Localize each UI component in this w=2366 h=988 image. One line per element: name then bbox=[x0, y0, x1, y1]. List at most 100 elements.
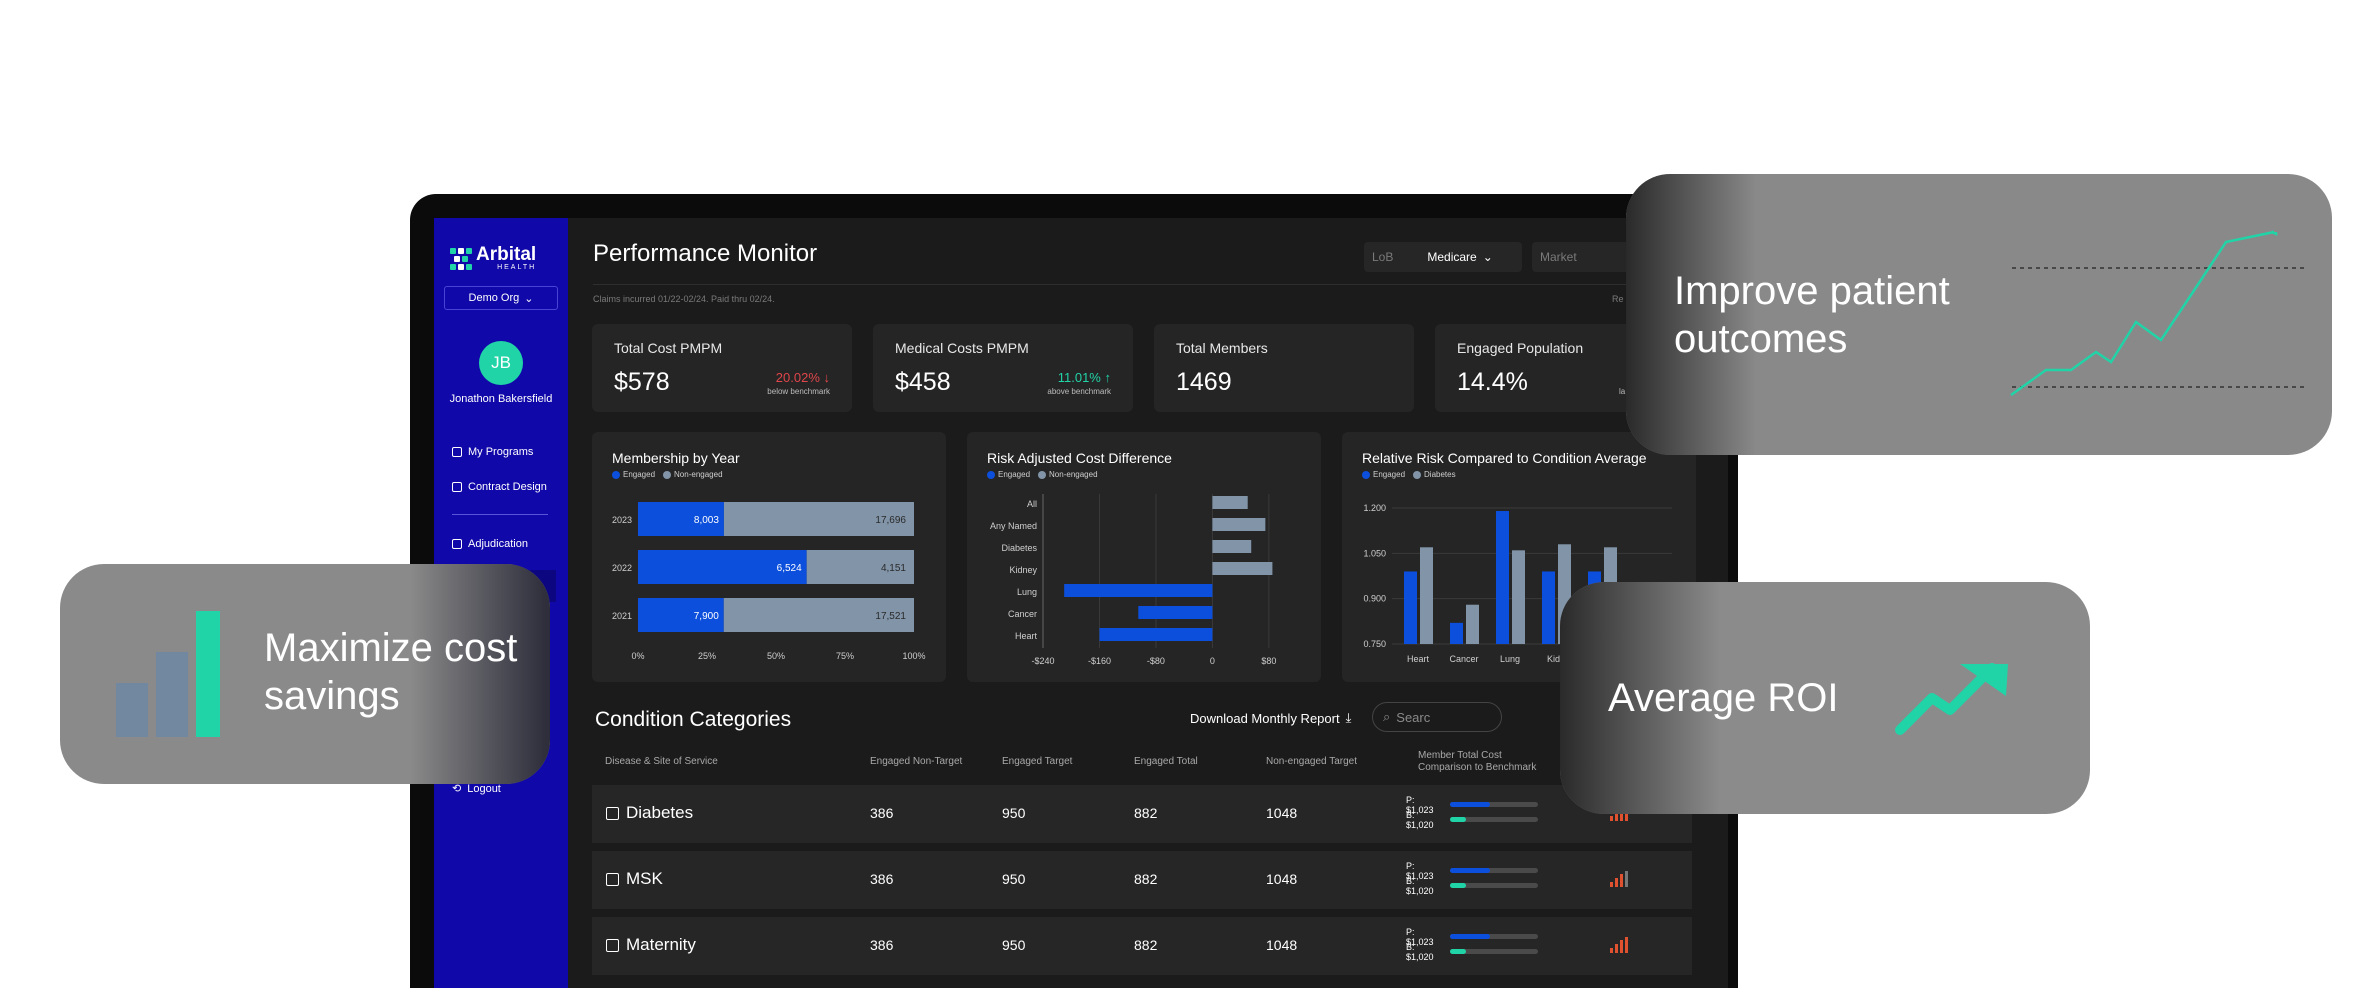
kpi-label: Total Members bbox=[1176, 340, 1268, 356]
kpi-card-medical-costs: Medical Costs PMPM $458 11.01% ↑ above b… bbox=[873, 324, 1133, 412]
column-header[interactable]: Comparison to Benchmark bbox=[1418, 762, 1537, 773]
table-cell: 950 bbox=[1002, 937, 1026, 953]
kpi-value: 14.4% bbox=[1457, 368, 1528, 396]
card-improve-outcomes: Improve patient outcomes bbox=[1626, 174, 2332, 455]
legend-item: Non-engaged bbox=[663, 470, 723, 479]
y-tick-label: Cancer bbox=[1008, 609, 1037, 619]
lob-placeholder: LoB bbox=[1372, 250, 1394, 264]
condition-name[interactable]: MSK bbox=[626, 869, 663, 888]
condition-name[interactable]: Diabetes bbox=[626, 803, 694, 822]
kpi-label: Engaged Population bbox=[1457, 340, 1584, 356]
table-cell: 882 bbox=[1134, 871, 1158, 887]
logo-name: Arbital bbox=[476, 244, 537, 265]
kpi-delta-note: above benchmark bbox=[1047, 387, 1111, 396]
download-report-button[interactable]: Download Monthly Report ⤓ bbox=[1190, 710, 1351, 726]
kpi-label: Medical Costs PMPM bbox=[895, 340, 1029, 356]
arrow-up-icon: ↑ bbox=[1104, 370, 1112, 385]
x-tick-label: Lung bbox=[1500, 654, 1520, 664]
row-checkbox[interactable] bbox=[606, 939, 619, 952]
y-tick-label: 2022 bbox=[612, 563, 632, 573]
avatar[interactable]: JB bbox=[479, 341, 523, 385]
page-title: Performance Monitor bbox=[593, 240, 818, 267]
progress-bar-b bbox=[1450, 883, 1466, 888]
data-label: 4,151 bbox=[881, 563, 906, 574]
logo-mark-icon bbox=[450, 247, 472, 270]
column-header[interactable]: Engaged Total bbox=[1134, 756, 1198, 767]
chevron-down-icon: ⌄ bbox=[524, 292, 534, 305]
table-cell: 386 bbox=[870, 805, 894, 821]
divider bbox=[593, 284, 1728, 285]
table-cell: 1048 bbox=[1266, 937, 1298, 953]
bar-engaged bbox=[1450, 622, 1463, 644]
risk-cost-chart-svg: All Any Named Diabetes Kidney Lung Cancer Hear… bbox=[990, 494, 1276, 666]
kpi-delta-note: below benchmark bbox=[767, 387, 830, 396]
column-header[interactable]: Disease & Site of Service bbox=[605, 756, 718, 767]
table-cell: 386 bbox=[870, 871, 894, 887]
column-header[interactable]: Engaged Target bbox=[1002, 756, 1073, 767]
nav-item-my-programs[interactable]: My Programs bbox=[452, 446, 533, 458]
card-title: Maximize cost savings bbox=[264, 626, 518, 718]
card-title: Improve patient outcomes bbox=[1674, 269, 1950, 361]
table-cell: 1048 bbox=[1266, 871, 1298, 887]
y-tick-label: 1.200 bbox=[1363, 503, 1386, 513]
nav-divider bbox=[452, 514, 548, 515]
org-select[interactable]: Demo Org ⌄ bbox=[444, 286, 558, 310]
bar-non-engaged bbox=[723, 502, 914, 536]
x-tick-label: 50% bbox=[767, 651, 785, 661]
benchmark-p-label: P: $1,023 bbox=[1406, 926, 1434, 947]
nav-item-logout[interactable]: ⟲ Logout bbox=[452, 782, 501, 796]
logout-icon: ⟲ bbox=[452, 783, 462, 795]
nav-item-contract-design[interactable]: Contract Design bbox=[452, 481, 547, 493]
kpi-value: 1469 bbox=[1176, 368, 1232, 396]
row-checkbox[interactable] bbox=[606, 873, 619, 886]
kpi-label: Total Cost PMPM bbox=[614, 340, 723, 356]
table-row[interactable]: Diabetes 386 950 882 1048 P: $1,023 B: $1,02… bbox=[592, 785, 1692, 843]
y-tick-label: Diabetes bbox=[1001, 543, 1037, 553]
lob-filter[interactable]: LoB Medicare ⌄ bbox=[1364, 242, 1522, 272]
nav-item-adjudication[interactable]: Adjudication bbox=[452, 538, 528, 550]
y-tick-label: All bbox=[1027, 499, 1037, 509]
chevron-down-icon: ⌄ bbox=[1482, 250, 1493, 264]
x-tick-label: Kidn bbox=[1547, 654, 1565, 664]
column-header[interactable]: Engaged Non-Target bbox=[870, 756, 963, 767]
nav-label: My Programs bbox=[468, 446, 534, 458]
condition-name[interactable]: Maternity bbox=[626, 935, 696, 954]
kpi-delta: 20.02% ↓ bbox=[775, 370, 830, 385]
progress-bar-b bbox=[1450, 817, 1466, 822]
column-header[interactable]: Non-engaged Target bbox=[1266, 756, 1357, 767]
benchmark-b-label: B: $1,020 bbox=[1406, 941, 1434, 962]
data-label: 6,524 bbox=[777, 563, 802, 574]
search-input[interactable]: ⌕ Searc bbox=[1372, 702, 1502, 732]
bar-engaged bbox=[638, 550, 807, 584]
legend-item: Engaged bbox=[612, 470, 655, 479]
main-content: Performance Monitor Claims incurred 01/2… bbox=[568, 218, 1728, 988]
x-tick-label: Cancer bbox=[1449, 654, 1478, 664]
bar-non-engaged bbox=[1212, 540, 1252, 553]
y-tick-label: Lung bbox=[1017, 587, 1037, 597]
benchmark-p-label: P: $1,023 bbox=[1406, 794, 1434, 815]
benchmark-b-label: B: $1,020 bbox=[1406, 809, 1434, 830]
y-tick-label: 1.050 bbox=[1363, 548, 1386, 558]
chart-legend: Engaged Diabetes bbox=[1362, 470, 1456, 479]
row-checkbox[interactable] bbox=[606, 807, 619, 820]
table-row[interactable]: Maternity 386 950 882 1048 P: $1,023 B: $1,0… bbox=[592, 917, 1692, 975]
table-row[interactable]: MSK 386 950 882 1048 P: $1,023 B: $1,020 bbox=[592, 851, 1692, 909]
column-header[interactable]: Member Total Cost bbox=[1418, 750, 1502, 761]
benchmark-b-label: B: $1,020 bbox=[1406, 875, 1434, 896]
signal-strength-icon bbox=[1610, 937, 1628, 953]
card-shadow bbox=[410, 564, 550, 784]
kpi-delta-note: la bbox=[1619, 387, 1626, 396]
table-cell: 882 bbox=[1134, 937, 1158, 953]
data-label: 17,696 bbox=[875, 515, 906, 526]
bar-non-engaged bbox=[1212, 496, 1248, 509]
progress-bar-p bbox=[1450, 802, 1490, 807]
logo-subtitle: HEALTH bbox=[497, 264, 537, 271]
trend-line-icon bbox=[2010, 230, 2306, 397]
x-tick-label: -$80 bbox=[1147, 656, 1165, 666]
lob-value: Medicare bbox=[1427, 250, 1477, 264]
kpi-value: $458 bbox=[895, 368, 951, 396]
nav-label: Adjudication bbox=[468, 538, 528, 550]
card-maximize-savings: Maximize cost savings bbox=[60, 564, 550, 784]
x-tick-label: -$160 bbox=[1088, 656, 1111, 666]
progress-bar-p bbox=[1450, 934, 1490, 939]
